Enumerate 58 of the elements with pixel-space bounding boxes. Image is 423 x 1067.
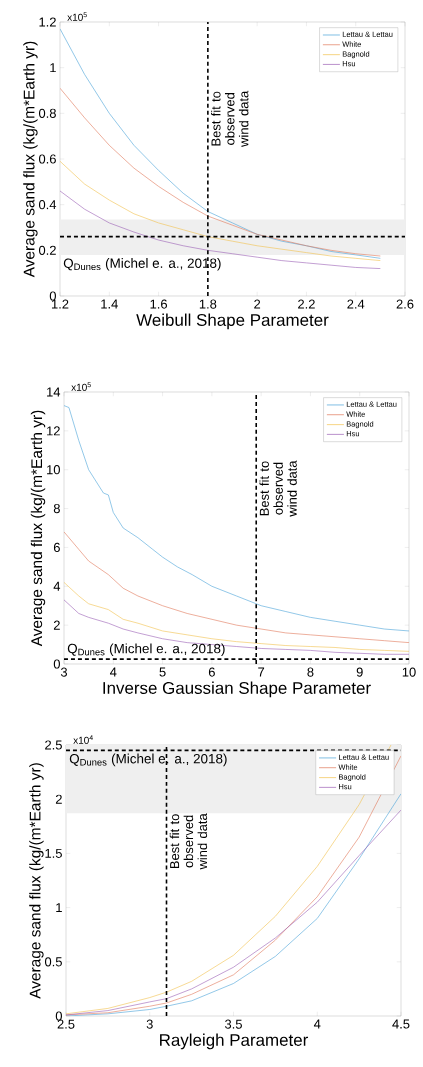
x-tick-label: 8 [307,667,314,677]
x-tick-label: 9 [356,667,363,677]
x-tick-label: 4 [109,667,117,677]
y-tick-label: 0.4 [38,200,57,210]
x-tick-label: 1.4 [101,299,118,309]
y-tick-label: 0 [53,659,60,669]
x-axis-title: Weibull Shape Parameter [136,313,329,330]
y-tick-label: 2 [53,620,60,630]
x-axis-title: Inverse Gaussian Shape Parameter [103,681,371,698]
x-tick-label: 4 [313,1019,321,1029]
x-tick-label: 4.5 [392,1019,410,1029]
line-series [60,190,381,269]
y-tick-label: 8 [53,503,60,514]
x-axis-title: Rayleigh Parameter [160,1033,309,1050]
text: x10$^{5}$ [67,12,87,21]
y-tick-label: 1.2 [39,17,56,27]
x-tick-label: 3 [60,667,68,677]
x-tick-label: 1.6 [150,299,168,309]
y-tick-label: 1 [50,63,56,73]
ref-line-label: Best fit to observed wind data [211,90,249,147]
line-series [60,87,381,257]
x-tick-label: 10 [402,667,416,677]
x-tick-label: 3 [146,1019,153,1029]
y-tick-label: 0 [55,1011,62,1021]
ref-line-label: Q$_{Dunes}$ (Michel e. a., 2018) [63,258,221,271]
x-tick-label: 2.2 [298,299,315,309]
line-series [64,405,409,632]
y-tick-label: 2 [55,794,62,804]
y-tick-label: 14 [47,387,61,397]
x-tick-label: 2.4 [347,299,365,309]
text: x10$^{5}$ [71,382,91,391]
x-tick-label: 1.8 [199,299,217,309]
text: x10$^{4}$ [73,735,93,744]
ref-line-label: Best fit to observed wind data [259,460,297,517]
y-axis-title: Average sand flux (kg/(m*Earth yr) [29,763,44,999]
y-tick-label: 0.2 [38,245,56,255]
y-tick-label: 10 [47,465,60,475]
y-tick-label: 1 [56,903,62,913]
y-tick-label: 6 [53,542,60,553]
y-axis-title: Average sand flux (kg/(m*Earth yr) [30,410,46,647]
x-tick-label: 3.5 [225,1019,242,1029]
y-tick-label: 0 [49,291,56,301]
y-tick-label: 2.5 [45,740,62,750]
y-tick-label: 4 [53,581,61,591]
x-tick-label: 5 [159,667,166,677]
y-tick-label: 0.8 [38,108,56,118]
y-tick-label: 1.5 [45,848,62,858]
x-tick-label: 2.6 [396,299,414,309]
y-tick-label: 0.5 [44,957,62,967]
y-tick-label: 12 [47,426,60,436]
x-tick-label: 6 [208,667,215,677]
ref-line-label: Best fit to observed wind data [169,813,208,870]
ref-line-label: Q$_{Dunes}$ (Michel e. a., 2018) [69,753,227,767]
x-tick-label: 2 [254,299,261,309]
y-axis-title: Average sand flux (kg/(m*Earth yr) [23,41,38,278]
x-tick-label: 7 [258,667,265,677]
ref-line-label: Q$_{Dunes}$ (Michel e. a., 2018) [67,643,225,656]
y-tick-label: 0.6 [38,154,56,164]
